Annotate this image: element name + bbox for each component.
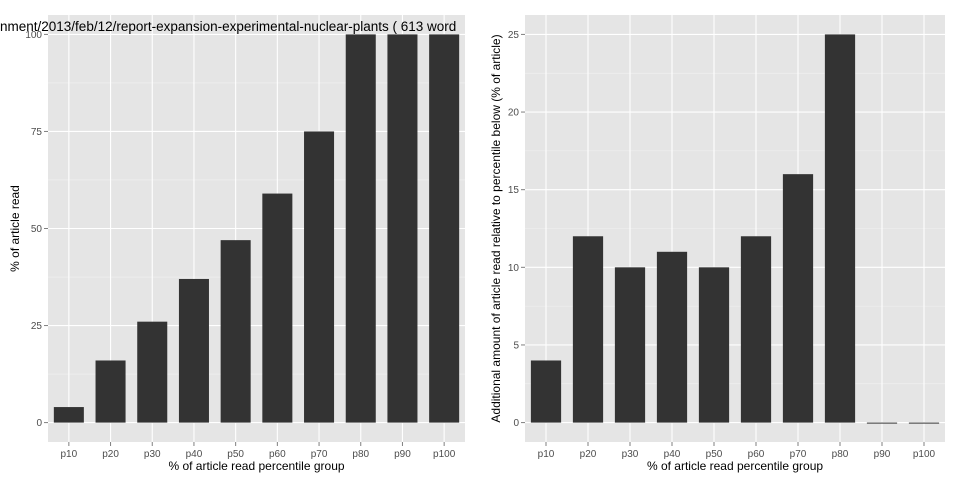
x-tick-label: p80 (832, 449, 849, 460)
bar-p40 (656, 251, 688, 423)
x-tick-label: p100 (433, 449, 456, 460)
bar-p20 (95, 360, 126, 423)
bar-p80 (824, 34, 856, 423)
y-axis-label: % of article read (8, 185, 22, 272)
x-tick-label: p70 (790, 449, 807, 460)
bar-p100 (429, 34, 460, 423)
bar-p10 (530, 360, 562, 423)
bar-p50 (220, 240, 251, 423)
x-tick-label: p40 (664, 449, 681, 460)
left-chart: 0 25 50 75 100 p10 p20 p30 p40 p50 p60 p70 p80 p90 p10… (0, 15, 465, 473)
bar-p40 (178, 278, 209, 423)
panel-gap (470, 0, 490, 480)
y-tick-label: 0 (513, 418, 519, 429)
x-tick-label: p10 (61, 449, 78, 460)
bar-p60 (262, 193, 293, 423)
right-chart: 0 5 10 15 20 25 p10 p20 p30 p40 p50 p60 p70 p80 p90 p10… (489, 15, 945, 473)
bar-p70 (304, 131, 335, 423)
y-tick-label: 15 (508, 185, 520, 196)
y-tick-label: 0 (36, 418, 42, 429)
x-tick-label: p40 (186, 449, 203, 460)
x-tick-label: p90 (874, 449, 891, 460)
chart-title: nment/2013/feb/12/report-expansion-exper… (0, 19, 456, 34)
bar-p20 (572, 236, 604, 423)
x-tick-label: p90 (394, 449, 411, 460)
bar-p90 (387, 34, 418, 423)
bar-p100 (908, 422, 940, 424)
bar-p10 (53, 407, 84, 423)
x-axis-label: % of article read percentile group (168, 459, 344, 473)
x-tick-label: p60 (748, 449, 765, 460)
x-tick-label: p100 (913, 449, 936, 460)
y-tick-label: 25 (31, 321, 43, 332)
y-tick-label: 20 (508, 108, 520, 119)
y-tick-label: 100 (25, 30, 42, 41)
y-tick-label: 5 (513, 340, 519, 351)
x-tick-label: p10 (538, 449, 555, 460)
x-tick-label: p50 (227, 449, 244, 460)
y-tick-label: 50 (31, 224, 43, 235)
y-tick-label: 75 (31, 127, 43, 138)
x-tick-label: p30 (144, 449, 161, 460)
y-tick-label: 10 (508, 263, 520, 274)
x-tick-label: p20 (580, 449, 597, 460)
x-tick-label: p60 (269, 449, 286, 460)
x-tick-label: p20 (102, 449, 119, 460)
x-axis-label: % of article read percentile group (647, 459, 823, 473)
x-tick-label: p70 (311, 449, 328, 460)
x-tick-label: p80 (352, 449, 369, 460)
bar-p60 (740, 236, 772, 423)
bar-p70 (782, 174, 814, 423)
bar-p30 (614, 267, 646, 423)
y-tick-label: 25 (508, 30, 520, 41)
bar-p90 (866, 422, 898, 424)
bar-p80 (345, 34, 376, 423)
bar-p30 (137, 321, 168, 423)
bar-p50 (698, 267, 730, 423)
x-tick-label: p30 (622, 449, 639, 460)
y-axis-label: Additional amount of article read relati… (489, 34, 503, 422)
x-tick-label: p50 (706, 449, 723, 460)
